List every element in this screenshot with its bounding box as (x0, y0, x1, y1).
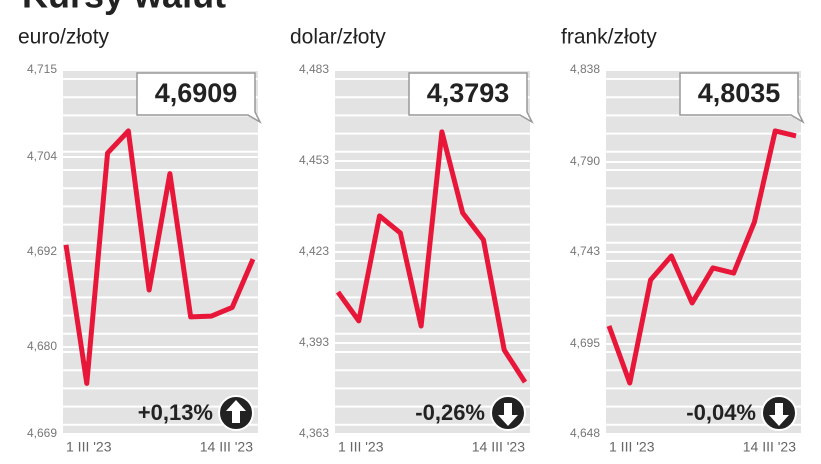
chart-subtitle: frank/złoty (561, 26, 657, 49)
y-tick-label: 4,743 (570, 244, 600, 258)
change-arrow (498, 403, 518, 426)
y-tick-label: 4,648 (570, 426, 600, 440)
current-value: 4,3793 (427, 78, 510, 108)
value-box (408, 72, 534, 124)
x-tick-label: 14 III '23 (200, 439, 253, 455)
y-tick-label: 4,363 (299, 426, 329, 440)
change-arrow (769, 403, 789, 426)
change-value: -0,04% (686, 400, 756, 425)
y-tick-label: 4,692 (27, 244, 57, 258)
y-tick-label: 4,393 (299, 335, 329, 349)
change-value: +0,13% (138, 400, 213, 425)
x-tick-label: 14 III '23 (743, 439, 796, 455)
series-line (335, 129, 528, 384)
y-tick-label: 4,838 (570, 62, 600, 76)
x-tick-label: 14 III '23 (472, 439, 525, 455)
y-tick-label: 4,704 (27, 149, 57, 163)
y-tick-label: 4,483 (299, 62, 329, 76)
chart-subtitle: dolar/złoty (290, 26, 386, 49)
series-line (63, 128, 256, 386)
y-tick-label: 4,695 (570, 336, 600, 350)
y-tick-label: 4,453 (299, 153, 329, 167)
value-box (679, 72, 805, 124)
series-line (606, 128, 797, 386)
value-box (136, 72, 262, 124)
current-value: 4,6909 (155, 78, 238, 108)
chart-subtitle: euro/złoty (18, 26, 110, 49)
x-tick-label: 1 III '23 (338, 439, 384, 455)
y-tick-label: 4,715 (27, 62, 57, 76)
page-title: Kursy walut (22, 0, 226, 16)
y-tick-label: 4,680 (27, 339, 57, 353)
x-tick-label: 1 III '23 (609, 439, 655, 455)
y-tick-label: 4,790 (570, 154, 600, 168)
y-tick-label: 4,423 (299, 244, 329, 258)
current-value: 4,8035 (698, 78, 781, 108)
y-tick-label: 4,669 (27, 426, 57, 440)
change-value: -0,26% (415, 400, 485, 425)
change-arrow (226, 400, 246, 423)
x-tick-label: 1 III '23 (66, 439, 112, 455)
